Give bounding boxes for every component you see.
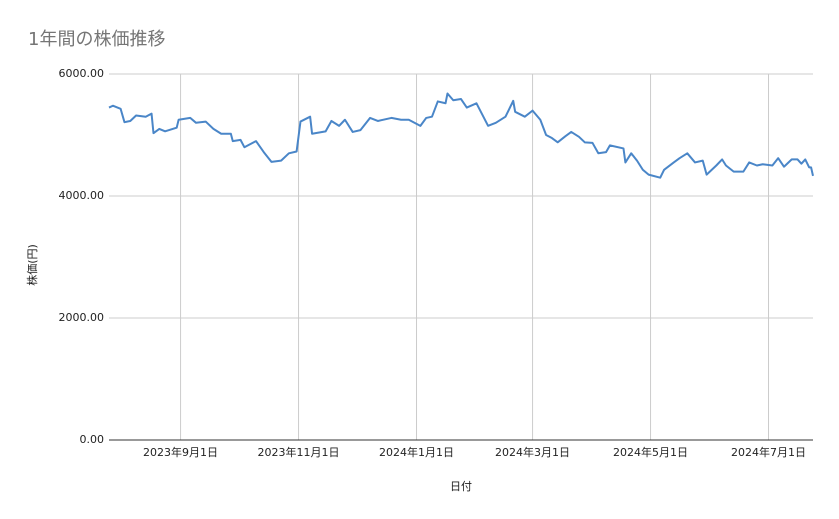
x-tick-label: 2024年1月1日 bbox=[379, 445, 454, 459]
x-tick-label: 2024年5月1日 bbox=[613, 445, 688, 459]
x-tick-label: 2024年3月1日 bbox=[495, 445, 570, 459]
y-axis-label: 株価(円) bbox=[25, 244, 39, 286]
y-tick-label: 0.00 bbox=[80, 433, 105, 446]
x-tick-label: 2023年11月1日 bbox=[258, 445, 340, 459]
x-axis-label: 日付 bbox=[450, 480, 472, 493]
y-tick-label: 2000.00 bbox=[59, 311, 105, 324]
y-tick-label: 4000.00 bbox=[59, 189, 105, 202]
x-tick-label: 2023年9月1日 bbox=[143, 445, 218, 459]
x-tick-label: 2024年7月1日 bbox=[731, 445, 806, 459]
y-tick-label: 6000.00 bbox=[59, 67, 105, 80]
chart-title: 1年間の株価推移 bbox=[28, 29, 165, 50]
price-line bbox=[108, 92, 814, 179]
